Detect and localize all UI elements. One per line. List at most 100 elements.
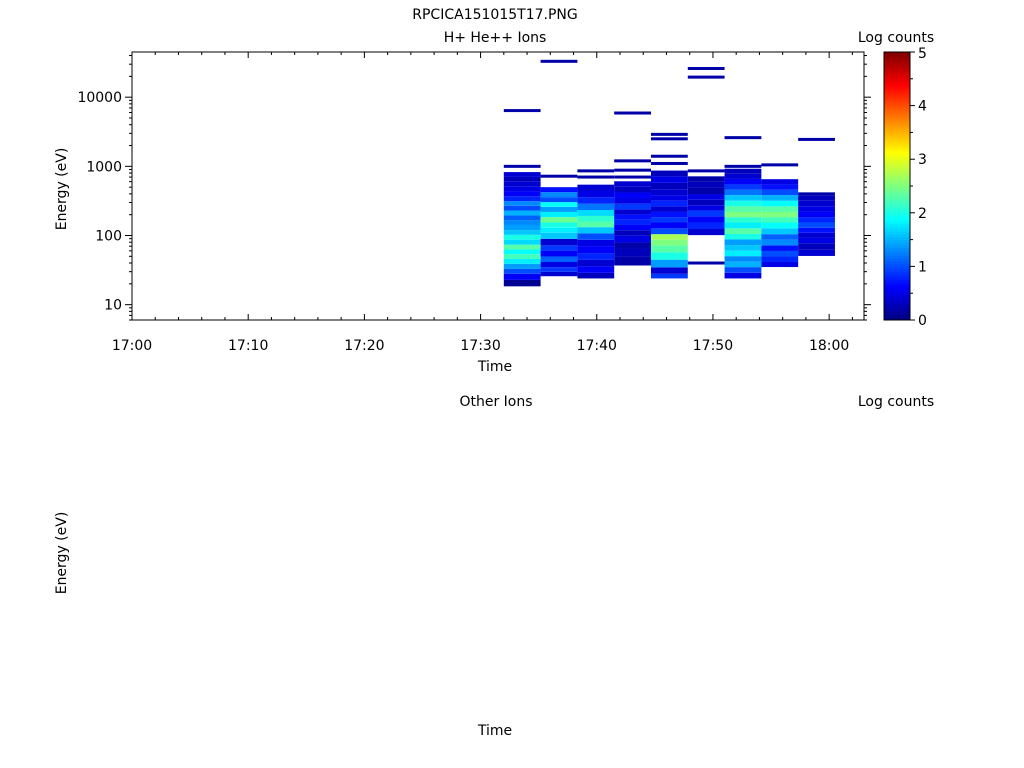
heatmap-cell [577,259,615,267]
colorbar-segment [884,290,910,294]
colorbar-segment [884,159,910,163]
colorbar-segment [884,202,910,206]
colorbar-segment [884,78,910,82]
colorbar-segment [884,70,910,74]
heatmap-cell [724,178,762,185]
colorbar-segment [884,140,910,144]
heatmap-cell [724,228,762,235]
heatmap-cell [761,250,799,257]
colorbar-segment [884,86,910,90]
colorbar-segment [884,285,910,289]
heatmap-cell [614,203,651,210]
colorbar-segment [884,231,910,235]
heatmap-cell [761,200,799,207]
colorbar-segment [884,54,910,58]
heatmap-cell [614,209,651,215]
heatmap-cell [503,224,541,231]
panel-other-ions: Other Ions Log counts Energy (eV) Time [54,394,934,739]
y-tick-label: 100 [95,228,122,244]
colorbar-segment [884,127,910,131]
y-tick-label: 10 [104,298,122,314]
count-line [614,168,651,172]
colorbar-segment [884,293,910,297]
heatmap-cell [724,234,762,240]
heatmap-cell [724,250,762,257]
colorbar-segment [884,250,910,254]
colorbar-segment [884,121,910,125]
y-axis-label: Energy (eV) [54,512,70,595]
count-line [577,175,615,179]
heatmap-cell [540,197,578,203]
colorbar-segment [884,228,910,232]
colorbar-segment [884,153,910,157]
count-line [724,136,762,140]
heatmap-cell [614,242,651,249]
heatmap-cell [761,206,799,212]
heatmap-cell [761,189,799,196]
colorbar-segment [884,169,910,173]
colorbar-segment [884,247,910,251]
colorbar-segment [884,210,910,214]
heatmap-cell [650,182,688,190]
colorbar-segment [884,188,910,192]
heatmap-cell [650,239,688,246]
colorbar-segment [884,151,910,155]
colorbar-segment [884,84,910,88]
heatmap-cell [503,172,541,177]
colorbar-segment [884,306,910,310]
heatmap-cell [724,217,762,223]
heatmap-cell [687,205,725,211]
heatmap-cell [724,272,762,279]
heatmap-cell [540,192,578,198]
colorbar-segment [884,199,910,203]
heatmap-cell [503,239,541,245]
heatmap-cell [798,217,835,223]
colorbar-segment [884,135,910,139]
colorbar-segment [884,156,910,160]
colorbar-segment [884,167,910,171]
colorbar-segment [884,100,910,104]
x-tick-label: 17:00 [112,338,152,354]
heatmap-cell [798,232,835,238]
colorbar-segment [884,105,910,109]
heatmap-cell [798,243,835,250]
heatmap-cell [540,250,578,257]
heatmap-cell [577,227,615,234]
colorbar-segment [884,242,910,246]
heatmap-cell [724,195,762,201]
heatmap-cell [503,201,541,206]
heatmap-cell [761,256,799,263]
colorbar-segment [884,110,910,115]
colorbar-segment [884,212,910,216]
colorbar-segment [884,68,910,72]
heatmap-cell [540,206,578,212]
colorbar-segment [884,311,910,316]
colorbar-segment [884,261,910,265]
heatmap-cell [503,249,541,255]
colorbar-segment [884,223,910,227]
colorbar-segment [884,215,910,219]
count-line [540,59,578,63]
heatmap-cell [687,222,725,230]
colorbar-segment [884,218,910,222]
x-axis-label: Time [477,723,512,739]
colorbar-segment [884,76,910,80]
colorbar-segment [884,57,910,61]
heatmap-cell [540,271,578,277]
heatmap-cell [503,196,541,202]
colorbar-segment [884,137,910,141]
colorbar-segment [884,164,910,168]
colorbar-segment [884,239,910,243]
colorbar-segment [884,132,910,136]
heatmap-cell [761,239,799,246]
colorbar-segment [884,301,910,305]
spectrogram-area: 17:00 17:10 17:20 17:30 17:40 17:50 18:00 10 100… [77,51,871,354]
heatmap-cell [724,256,762,262]
heatmap-cell [577,221,615,228]
colorbar-segment [884,108,910,112]
colorbar-segment [884,60,910,64]
heatmap-cell [724,267,762,273]
count-line [687,261,725,265]
colorbar-segment [884,129,910,133]
